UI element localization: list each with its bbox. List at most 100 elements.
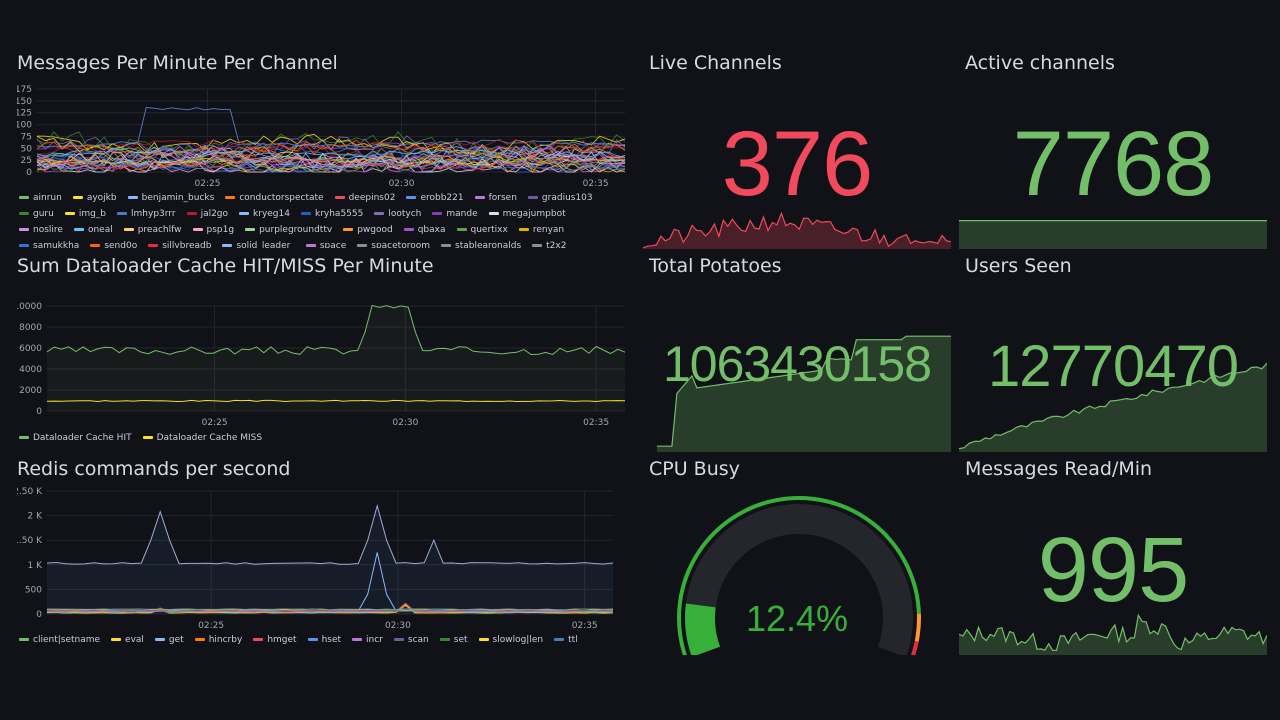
legend-swatch (532, 244, 543, 247)
legend-item[interactable]: client|setname (19, 632, 100, 648)
legend-item[interactable]: noslire (19, 222, 63, 238)
legend-item[interactable]: slowlog|len (478, 632, 544, 648)
active-channels-value: 7768 (1012, 113, 1215, 215)
legend-item[interactable]: spacetoroom (357, 238, 430, 248)
series-line-main (46, 503, 614, 565)
legend-item[interactable]: t2x2 (532, 238, 566, 248)
legend-item[interactable]: kryha5555 (300, 206, 363, 222)
series-line-miss (46, 399, 626, 403)
legend-item[interactable]: preachlfw (123, 222, 182, 238)
legend-item[interactable]: kryeg14 (239, 206, 290, 222)
legend-item[interactable]: ainrun (19, 190, 62, 206)
panel-title[interactable]: Total Potatoes (649, 255, 782, 277)
legend-label: client|setname (33, 635, 101, 645)
legend-item[interactable]: incr (352, 632, 383, 648)
legend-item[interactable]: ayojkb (72, 190, 117, 206)
legend-item[interactable]: mande (432, 206, 478, 222)
legend-item[interactable]: img_b (64, 206, 106, 222)
legend-item[interactable]: benjamin_bucks (127, 190, 214, 206)
y-tick-label: 1.50 K (17, 536, 43, 546)
legend-item[interactable]: Dataloader Cache HIT (19, 430, 132, 446)
legend-item[interactable]: deepins02 (334, 190, 396, 206)
legend-item[interactable]: samukkha (19, 238, 79, 248)
panel-title[interactable]: Live Channels (649, 52, 782, 74)
gauge-fill (685, 603, 721, 655)
panel-redis-commands: Redis commands per second 0 500 1 K 1.50 K 2… (17, 458, 629, 654)
panel-title[interactable]: Redis commands per second (17, 458, 291, 480)
legend-item[interactable]: guru (19, 206, 54, 222)
panel-title[interactable]: Active channels (965, 52, 1115, 74)
legend-swatch (393, 638, 404, 641)
legend-item[interactable]: oneal (73, 222, 113, 238)
panel-title[interactable]: Messages Read/Min (965, 458, 1153, 480)
panel-title[interactable]: Users Seen (965, 255, 1072, 277)
y-tick-label: 0 (36, 407, 42, 417)
legend-item[interactable]: erobb221 (406, 190, 464, 206)
legend-item[interactable]: get (154, 632, 184, 648)
chart-legend: ainrun ayojkb benjamin_bucks conductorspect… (19, 190, 629, 248)
legend-swatch (474, 196, 485, 199)
legend-item[interactable]: gradius103 (527, 190, 593, 206)
legend-label: psp1g (206, 225, 235, 235)
x-tick-label: 02:35 (572, 621, 598, 631)
legend-label: deepins02 (348, 193, 396, 203)
legend-item[interactable]: space (305, 238, 346, 248)
legend-item[interactable]: eval (111, 632, 144, 648)
legend-item[interactable]: renyan (518, 222, 565, 238)
legend-swatch (478, 638, 489, 641)
legend-item[interactable]: megajumpbot (488, 206, 566, 222)
panel-title[interactable]: Messages Per Minute Per Channel (17, 52, 338, 74)
legend-item[interactable]: set (439, 632, 468, 648)
sparkline-line (643, 211, 951, 249)
legend-item[interactable]: sillybreadb (148, 238, 211, 248)
dataloader-chart[interactable]: 0 2000 4000 6000 8000 10000 02:25 02:30 02:35 (17, 255, 629, 435)
legend-label: noslire (33, 225, 63, 235)
legend-item[interactable]: send0o (90, 238, 137, 248)
legend-label: preachlfw (137, 225, 182, 235)
legend-item[interactable]: lmhyp3rrr (117, 206, 176, 222)
legend-swatch (239, 212, 250, 215)
legend-item[interactable]: psp1g (192, 222, 235, 238)
sparkline-area (657, 336, 951, 452)
x-tick-label: 02:35 (583, 179, 609, 189)
legend-label: renyan (532, 225, 565, 235)
sparkline-area (643, 213, 951, 249)
legend-item[interactable]: hincrby (194, 632, 242, 648)
total-potatoes-sparkline (657, 335, 951, 452)
live-channels-sparkline (643, 211, 951, 249)
legend-label: slowlog|len (492, 635, 544, 645)
series-line (36, 147, 626, 158)
legend-item[interactable]: jal2go (186, 206, 228, 222)
legend-item[interactable]: hmget (253, 632, 297, 648)
legend-swatch (225, 196, 236, 199)
y-tick-label: 2 K (28, 512, 44, 522)
legend-label: mande (446, 209, 478, 219)
y-tick-label: 8000 (19, 323, 42, 333)
legend-item[interactable]: forsen (474, 190, 517, 206)
legend-item[interactable]: conductorspectate (225, 190, 324, 206)
legend-swatch (406, 196, 417, 199)
legend-label: ainrun (33, 193, 62, 203)
legend-item[interactable]: stablearonalds (441, 238, 521, 248)
legend-item[interactable]: qbaxa (403, 222, 446, 238)
legend-item[interactable]: solid_leader_ (222, 238, 295, 248)
legend-item[interactable]: quertixx (456, 222, 508, 238)
legend-swatch (127, 196, 138, 199)
panel-title[interactable]: CPU Busy (649, 458, 740, 480)
legend-item[interactable]: Dataloader Cache MISS (142, 430, 262, 446)
legend-label: kryeg14 (253, 209, 290, 219)
legend-item[interactable]: purplegroundttv (245, 222, 332, 238)
legend-item[interactable]: pwgood (343, 222, 393, 238)
legend-item[interactable]: lootych (374, 206, 421, 222)
legend-item[interactable]: scan (393, 632, 429, 648)
legend-swatch (73, 228, 84, 231)
legend-label: conductorspectate (239, 193, 324, 203)
cpu-busy-value: 12.4% (745, 598, 849, 639)
panel-dataloader-cache: Sum Dataloader Cache HIT/MISS Per Minute… (17, 255, 629, 451)
redis-chart[interactable]: 0 500 1 K 1.50 K 2 K 2.50 K 02:25 02:30 02:35 (17, 458, 629, 638)
legend-item[interactable]: ttl (554, 632, 578, 648)
panel-title[interactable]: Sum Dataloader Cache HIT/MISS Per Minute (17, 255, 434, 277)
legend-item[interactable]: hset (307, 632, 341, 648)
legend-label: t2x2 (546, 241, 567, 248)
